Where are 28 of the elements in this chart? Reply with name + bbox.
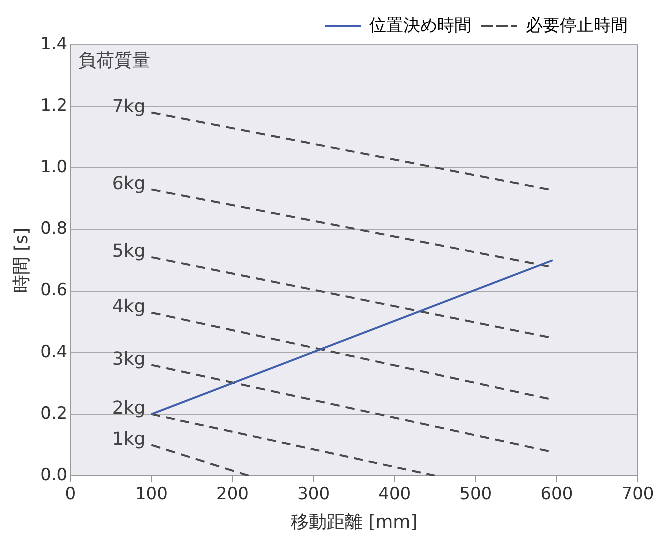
y-tick-label: 0.4 [40,342,68,362]
annotation: 7kg [112,96,146,118]
annotation: 4kg [112,296,146,318]
x-tick-label: 700 [622,484,654,505]
annotation: 負荷質量 [78,50,151,72]
x-tick-label: 600 [540,484,574,505]
y-tick-label: 1.2 [40,96,68,116]
x-tick-label: 300 [298,484,330,505]
x-tick-label: 200 [216,484,249,505]
y-tick-label: 0.6 [40,280,68,301]
annotation: 2kg [112,398,146,420]
y-tick-label: 0.2 [40,404,68,424]
y-tick-label: 0.0 [40,465,68,486]
y-tick-label: 1.0 [40,158,68,178]
y-axis-title: 時間 [s] [11,228,32,294]
x-tick-label: 0 [65,484,76,505]
annotation: 3kg [112,348,146,370]
legend-label: 必要停止時間 [526,16,628,36]
y-tick-label: 1.4 [40,34,68,54]
y-tick-label: 0.8 [40,219,68,240]
x-tick-label: 100 [135,484,168,505]
annotation: 5kg [112,241,146,262]
legend-label: 位置決め時間 [370,16,472,36]
x-axis-title: 移動距離 [mm] [290,512,418,533]
x-tick-label: 400 [378,484,412,505]
annotation: 6kg [112,173,146,194]
annotation: 1kg [112,428,146,450]
x-tick-label: 500 [460,484,492,505]
